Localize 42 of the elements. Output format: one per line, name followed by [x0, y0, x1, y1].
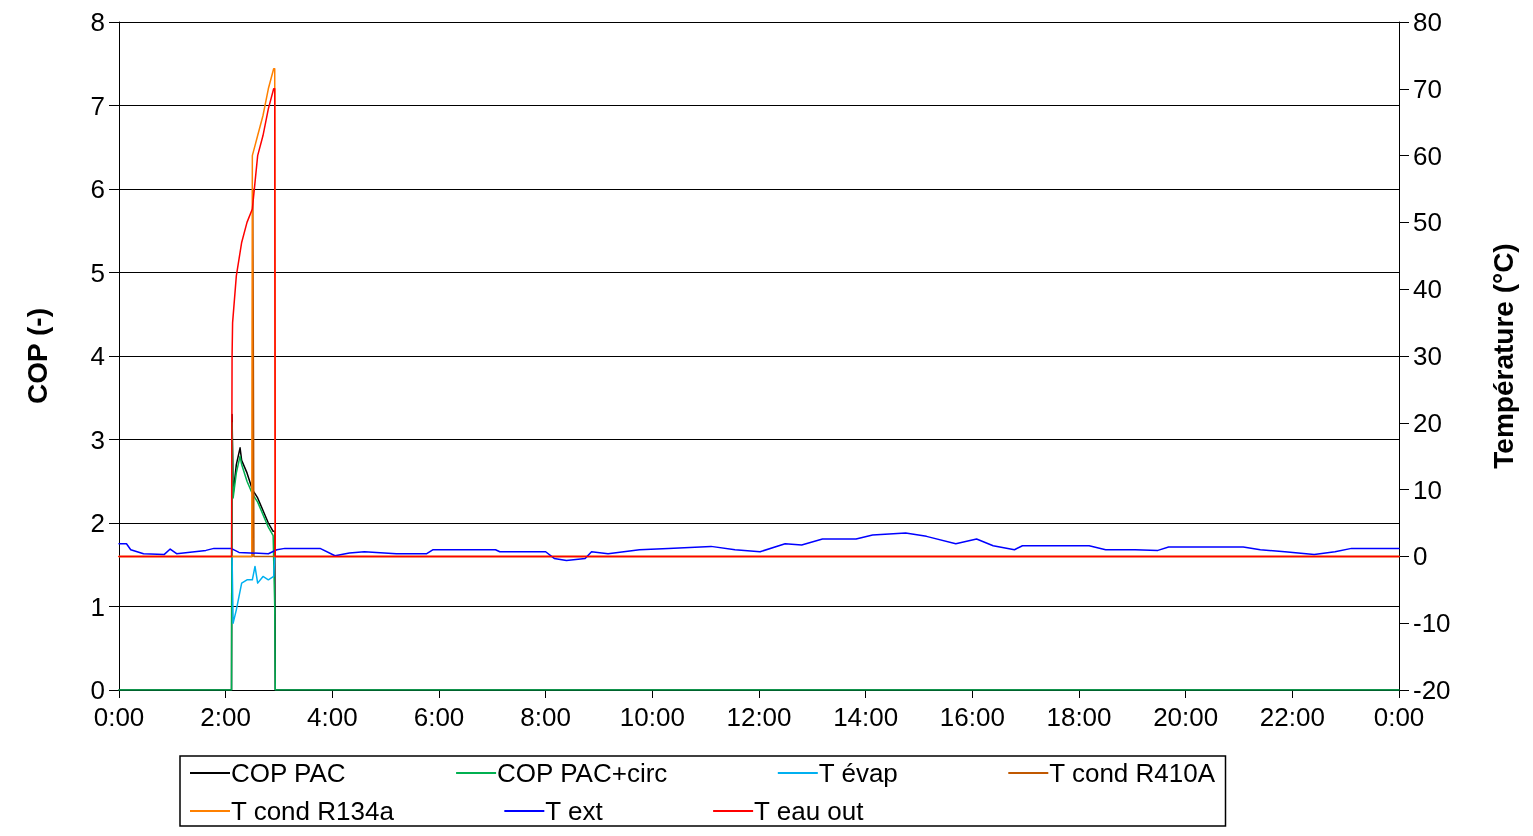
y-tick-label: 1	[90, 591, 105, 622]
y2-tick-label: 20	[1413, 407, 1442, 438]
legend-label: T ext	[545, 796, 604, 826]
x-tick-label: 2:00	[200, 702, 251, 732]
x-tick-label: 8:00	[520, 702, 571, 732]
y2-tick-label: -10	[1413, 608, 1451, 639]
x-tick-label: 20:00	[1153, 702, 1219, 732]
y2-axis-title: Température (°C)	[1487, 243, 1519, 469]
y2-tick-label: 30	[1413, 341, 1442, 371]
y-tick-label: 7	[90, 90, 105, 121]
x-tick-label: 0:00	[1373, 702, 1425, 732]
y-tick-label: 8	[90, 7, 105, 37]
y2-tick-label: 60	[1413, 140, 1442, 171]
x-tick-label: 12:00	[726, 702, 792, 732]
legend-label: T eau out	[754, 796, 865, 826]
y-axis-title: COP (-)	[21, 308, 53, 404]
y2-tick-label: 10	[1413, 474, 1442, 505]
y-tick-label: 2	[90, 508, 105, 538]
y2-tick-label: 0	[1413, 541, 1428, 572]
legend-label: T évap	[818, 758, 898, 788]
x-tick-label: 18:00	[1046, 702, 1112, 732]
x-tick-label: 0:00	[93, 702, 145, 732]
y2-tick-label: 50	[1413, 207, 1442, 238]
y-tick-label: 4	[90, 341, 105, 371]
legend-label: COP PAC+circ	[497, 758, 668, 788]
y-tick-label: 6	[90, 174, 105, 204]
y2-tick-label: 70	[1413, 73, 1442, 104]
legend-label: T cond R410A	[1049, 758, 1216, 788]
legend-label: T cond R134a	[231, 796, 395, 826]
y-tick-label: 0	[90, 675, 105, 705]
x-tick-label: 4:00	[307, 702, 358, 732]
y-tick-label: 5	[90, 257, 105, 288]
y2-tick-label: 40	[1413, 274, 1442, 305]
x-tick-label: 22:00	[1259, 702, 1325, 732]
x-tick-label: 6:00	[413, 702, 465, 732]
y-tick-label: 3	[90, 424, 105, 455]
x-tick-label: 16:00	[939, 702, 1005, 732]
x-tick-label: 10:00	[619, 702, 685, 732]
y2-tick-label: -20	[1413, 675, 1451, 705]
y2-tick-label: 80	[1413, 7, 1442, 37]
legend-label: COP PAC	[231, 758, 346, 788]
x-tick-label: 14:00	[833, 702, 899, 732]
